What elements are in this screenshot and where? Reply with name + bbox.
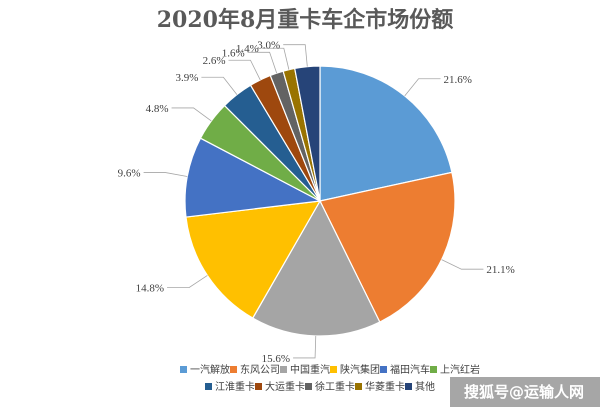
legend-swatch: [205, 383, 212, 390]
pie-slice: [184, 137, 322, 218]
pie-slice: [185, 200, 322, 319]
legend-swatch: [230, 366, 237, 373]
legend-swatch: [280, 366, 287, 373]
watermark-text: 搜狐号@运输人网: [464, 383, 584, 401]
leader-line: [441, 259, 484, 270]
leader-line: [247, 51, 278, 74]
leader-line: [143, 172, 188, 177]
slice-value-label: 2.6%: [203, 55, 226, 67]
slice-labels: 21.6% 21.1% 15.6% 14.8% 9.6% 4.8% 3.9% 2.6%1.6%…: [118, 40, 515, 365]
leader-line: [201, 76, 238, 95]
legend-label: 中国重汽: [290, 363, 330, 376]
slice-value-label: 21.6%: [444, 74, 472, 86]
leader-line: [228, 59, 261, 81]
legend-swatch: [355, 383, 362, 390]
leader-line: [171, 107, 212, 122]
legend-swatch: [430, 366, 437, 373]
legend-swatch: [305, 383, 312, 390]
pie-slices: [184, 65, 456, 337]
legend-label: 一汽解放: [190, 363, 230, 376]
slice-value-label: 1.4%: [236, 43, 259, 55]
legend-label: 其他: [415, 380, 435, 393]
legend-label: 江淮重卡: [215, 380, 255, 393]
legend-swatch: [380, 366, 387, 373]
pie-slice: [319, 65, 453, 202]
legend-label: 华菱重卡: [365, 380, 405, 393]
pie-slice: [294, 65, 321, 202]
pie-slice: [319, 171, 456, 323]
leader-line: [404, 78, 441, 97]
legend-label: 大运重卡: [265, 380, 305, 393]
slice-value-label: 21.1%: [486, 264, 514, 276]
legend-label: 陕汽集团: [340, 363, 380, 376]
slice-value-label: 1.6%: [222, 47, 245, 59]
slice-value-label: 14.8%: [136, 283, 164, 295]
chart-title: 2020年8月重卡车企市场份额: [157, 7, 454, 33]
legend-label: 东风公司: [240, 363, 280, 376]
watermark-backdrop: [450, 377, 600, 407]
leader-line: [293, 335, 317, 359]
legend-label: 上汽红岩: [440, 363, 480, 376]
legend-swatch: [405, 383, 412, 390]
legend-swatch: [180, 366, 187, 373]
slice-value-label: 3.0%: [257, 40, 280, 52]
legend-label: 福田汽车: [390, 363, 430, 376]
legend-swatch: [330, 366, 337, 373]
legend-swatch: [255, 383, 262, 390]
leader-line: [261, 47, 290, 70]
leader-lines: [143, 44, 484, 359]
slice-value-label: 15.6%: [262, 353, 290, 365]
slice-value-label: 3.9%: [175, 72, 198, 84]
slice-value-label: 4.8%: [146, 103, 169, 115]
watermark: 搜狐号@运输人网: [450, 377, 600, 407]
slice-value-label: 9.6%: [118, 168, 141, 180]
leader-line: [283, 44, 308, 67]
leader-line: [167, 275, 208, 289]
legend-label: 徐工重卡: [315, 380, 355, 393]
